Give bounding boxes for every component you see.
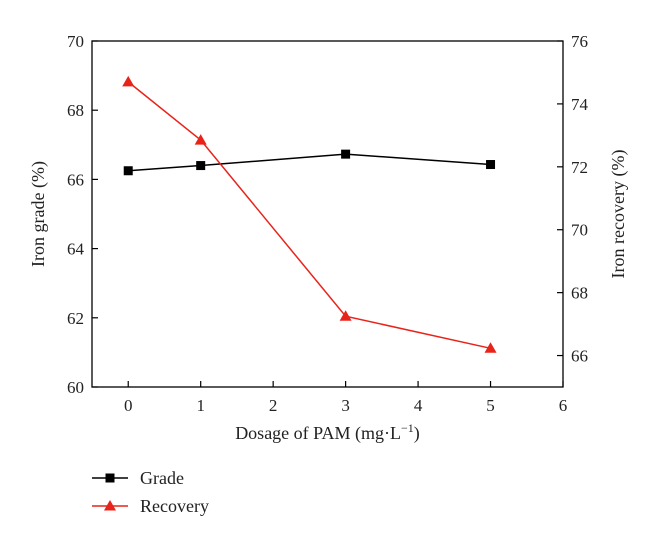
data-point-grade [123,166,133,176]
x-tick-label: 5 [486,396,495,415]
data-point-recovery [484,342,497,353]
data-point-grade [341,149,351,159]
y-axis-title: Iron grade (%) [28,161,49,267]
data-point-grade [486,160,496,170]
x-axis-title-main: Dosage of PAM (mg·L [235,423,401,444]
series-grade [123,149,496,176]
y2-tick-label: 74 [571,95,589,114]
legend-marker-recovery [104,500,116,511]
legend-label-grade: Grade [140,468,184,488]
series-layer [122,75,497,353]
x-axis-title-superscript: −1 [401,421,414,435]
data-point-recovery [339,310,352,321]
plot-frame [91,40,564,388]
legend-marker-grade [105,473,115,483]
y2-axis-title: Iron recovery (%) [608,150,629,279]
legend: Grade Recovery [92,468,209,516]
y-tick-label: 66 [67,170,84,189]
y-tick-label: 62 [67,309,84,328]
y-tick-label: 70 [67,32,84,51]
x-tick-label: 1 [196,396,205,415]
y2-tick-label: 72 [571,158,588,177]
y2-axis-ticks: 66 68 70 72 74 76 [557,32,589,366]
x-axis-title-close: ) [414,423,420,444]
x-tick-label: 2 [269,396,278,415]
y2-tick-label: 76 [571,32,588,51]
data-point-grade [196,161,206,171]
y-axis-ticks: 60 62 64 66 68 70 [67,32,98,397]
y-tick-label: 64 [67,240,85,259]
x-tick-label: 0 [124,396,133,415]
data-point-recovery [194,134,207,145]
y2-tick-label: 66 [571,347,588,366]
x-axis-ticks: 0 1 2 3 4 5 6 [124,381,567,415]
y2-tick-label: 70 [571,221,588,240]
series-line-recovery [127,81,491,350]
y2-tick-label: 68 [571,284,588,303]
legend-item-recovery: Recovery [92,496,209,516]
x-axis-title: Dosage of PAM (mg·L−1) [235,421,420,444]
x-tick-label: 6 [559,396,568,415]
legend-item-grade: Grade [92,468,184,488]
data-point-recovery [122,75,135,87]
y-tick-label: 60 [67,378,84,397]
series-recovery [122,75,497,353]
x-tick-label: 4 [414,396,423,415]
legend-label-recovery: Recovery [140,496,209,516]
series-line-grade [128,153,491,172]
x-tick-label: 3 [341,396,350,415]
y-tick-label: 68 [67,101,84,120]
